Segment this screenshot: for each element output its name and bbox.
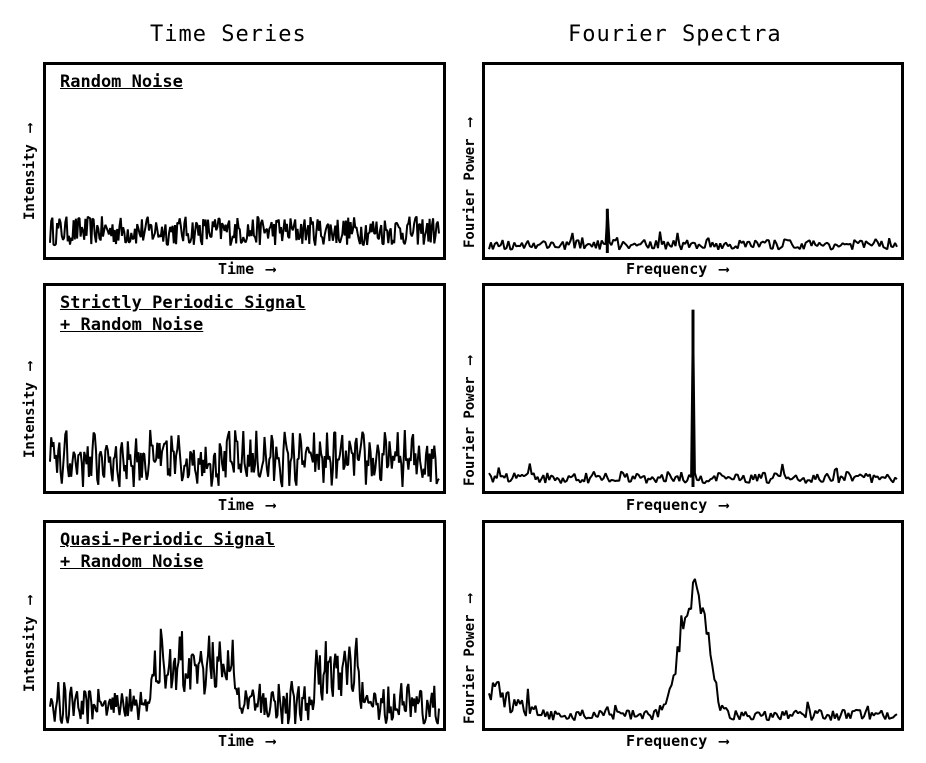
random-noise-time-series-plot xyxy=(49,215,440,247)
quasi-periodic-time-series-panel: Quasi-Periodic Signal + Random Noise xyxy=(43,520,446,731)
spectrum-line xyxy=(488,578,898,722)
arrow-right-icon: ⟶ xyxy=(22,123,38,133)
periodic-fourier-plot xyxy=(488,309,898,487)
random-noise-time-series-panel: Random Noise xyxy=(43,62,446,260)
periodic-time-series-plot xyxy=(49,429,440,488)
time-series-line xyxy=(49,215,440,247)
periodic-time-series-panel: Strictly Periodic Signal + Random Noise xyxy=(43,283,446,494)
quasi-periodic-fourier-plot xyxy=(488,578,898,722)
arrow-right-icon: ⟶ xyxy=(22,361,38,371)
arrow-right-icon: ⟶ xyxy=(719,732,729,750)
arrow-right-icon: ⟶ xyxy=(266,260,276,278)
random-noise-panel-title: Random Noise xyxy=(60,72,183,92)
time-series-column-title: Time Series xyxy=(150,22,307,47)
arrow-right-icon: ⟶ xyxy=(266,732,276,750)
time-axis-label-1: Time ⟶ xyxy=(218,260,276,278)
time-series-line xyxy=(49,628,440,725)
spectrum-line xyxy=(488,208,898,251)
time-axis-label-3: Time ⟶ xyxy=(218,732,276,750)
quasi-periodic-fourier-panel xyxy=(482,520,904,731)
periodic-fourier-panel xyxy=(482,283,904,494)
arrow-right-icon: ⟶ xyxy=(719,496,729,514)
quasi-periodic-time-series-plot xyxy=(49,628,440,725)
arrow-right-icon: ⟶ xyxy=(266,496,276,514)
arrow-right-icon: ⟶ xyxy=(22,595,38,605)
frequency-axis-label-1: Frequency ⟶ xyxy=(626,260,729,278)
arrow-right-icon: ⟶ xyxy=(462,117,478,127)
time-axis-label-2: Time ⟶ xyxy=(218,496,276,514)
random-noise-fourier-panel xyxy=(482,62,904,260)
arrow-right-icon: ⟶ xyxy=(719,260,729,278)
arrow-right-icon: ⟶ xyxy=(462,355,478,365)
random-noise-fourier-plot xyxy=(488,208,898,253)
fourier-spectra-column-title: Fourier Spectra xyxy=(568,22,782,47)
quasi-periodic-panel-title: Quasi-Periodic Signal + Random Noise xyxy=(60,530,275,572)
time-series-line xyxy=(49,429,440,488)
arrow-right-icon: ⟶ xyxy=(462,593,478,603)
frequency-axis-label-3: Frequency ⟶ xyxy=(626,732,729,750)
frequency-axis-label-2: Frequency ⟶ xyxy=(626,496,729,514)
periodic-panel-title: Strictly Periodic Signal + Random Noise xyxy=(60,293,306,335)
